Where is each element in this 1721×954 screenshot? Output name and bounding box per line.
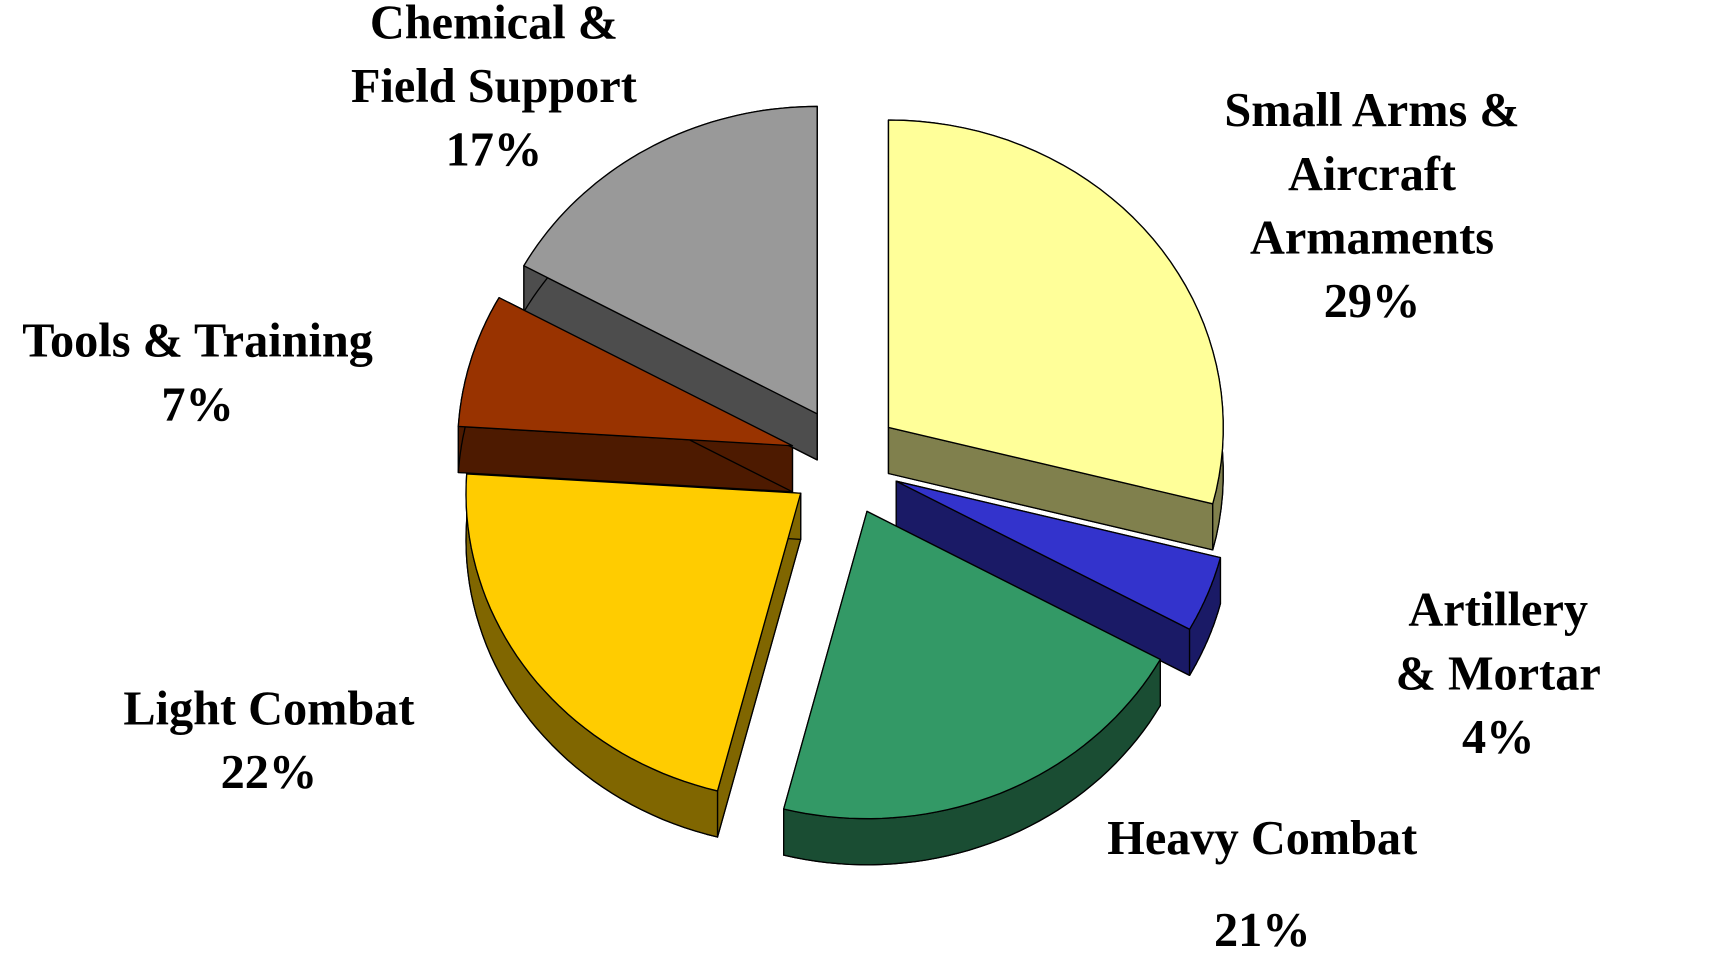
slice — [887, 119, 1224, 505]
value-label: 4% — [1462, 710, 1535, 764]
value-label: 17% — [445, 122, 543, 177]
category-label: Light Combat — [123, 681, 415, 736]
category-label: Small Arms & Aircraft Armaments — [1224, 83, 1520, 265]
slice-label: Small Arms & Aircraft Armaments 29% — [1197, 79, 1546, 334]
slice — [465, 473, 802, 792]
value-label: 29% — [1323, 274, 1421, 329]
value-label: 7% — [161, 377, 234, 432]
category-label: Artillery & Mortar — [1395, 582, 1601, 701]
category-label: Heavy Combat — [1107, 811, 1418, 865]
value-label: 21% — [1213, 903, 1311, 954]
slice-label: Heavy Combat 21% — [1107, 807, 1417, 954]
slice — [783, 510, 1161, 820]
slice-label: Artillery & Mortar 4% — [1387, 578, 1610, 769]
slice-label: Chemical & Field Support 17% — [351, 0, 637, 182]
value-label: 22% — [220, 745, 318, 800]
category-label: Chemical & Field Support — [351, 0, 637, 114]
slice — [895, 480, 1222, 630]
slice-label: Tools & Training 7% — [22, 310, 373, 437]
category-label: Tools & Training — [22, 313, 373, 368]
slice — [523, 105, 818, 415]
slice — [457, 297, 794, 447]
slice-label: Light Combat 22% — [123, 677, 414, 804]
